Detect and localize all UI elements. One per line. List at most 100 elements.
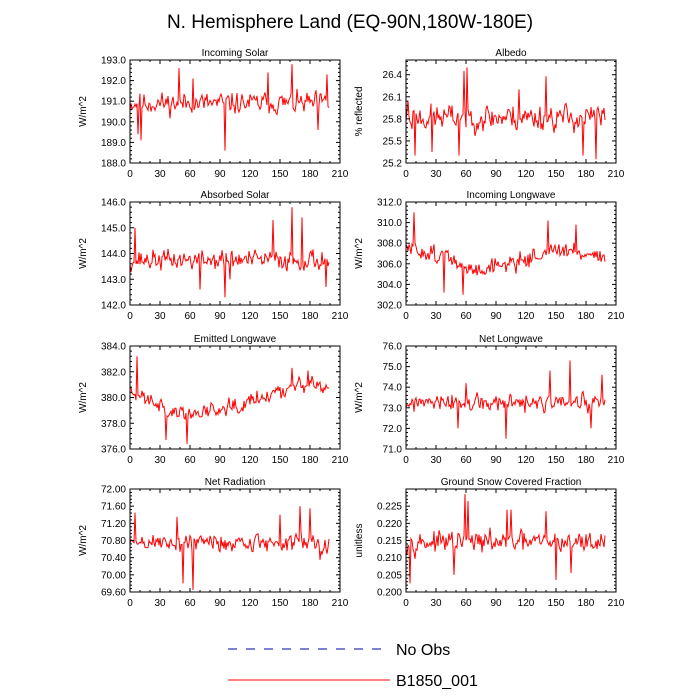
x-tick-label-incoming-longwave-6: 180 <box>578 311 595 322</box>
series-line-b1850-001-net-radiation <box>129 506 330 590</box>
y-tick-label-incoming-longwave-4: 310.0 <box>377 218 402 229</box>
y-axis-label-emitted-longwave: W/m^2 <box>78 382 89 413</box>
x-tick-label-absorbed-solar-1: 30 <box>154 311 166 322</box>
x-tick-label-net-longwave-3: 90 <box>490 455 502 466</box>
y-tick-label-absorbed-solar-3: 145.0 <box>101 223 126 234</box>
x-tick-label-incoming-solar-6: 180 <box>302 169 319 180</box>
y-tick-label-net-radiation-2: 70.40 <box>101 553 126 564</box>
x-tick-label-ground-snow-covered-fraction-5: 150 <box>548 598 565 609</box>
y-tick-label-ground-snow-covered-fraction-0: 0.200 <box>377 588 402 599</box>
x-tick-label-net-radiation-5: 150 <box>272 598 289 609</box>
x-tick-label-ground-snow-covered-fraction-4: 120 <box>518 598 535 609</box>
y-tick-label-albedo-0: 25.2 <box>383 159 403 170</box>
panel-title-albedo: Albedo <box>495 48 527 59</box>
x-tick-label-albedo-0: 0 <box>403 169 409 180</box>
panel-incoming-solar: Incoming Solar W/m^2 0 30 60 90 120 150 180 210 18… <box>78 48 349 180</box>
x-tick-label-emitted-longwave-1: 30 <box>154 455 166 466</box>
x-tick-label-net-longwave-7: 210 <box>608 455 625 466</box>
y-tick-label-incoming-solar-2: 190.0 <box>101 117 126 128</box>
series-line-b1850-001-ground-snow-covered-fraction <box>405 494 606 584</box>
y-tick-label-incoming-solar-0: 188.0 <box>101 159 126 170</box>
x-tick-label-incoming-solar-3: 90 <box>214 169 226 180</box>
x-tick-label-emitted-longwave-3: 90 <box>214 455 226 466</box>
y-axis-label-net-radiation: W/m^2 <box>78 525 89 556</box>
x-tick-label-incoming-solar-1: 30 <box>154 169 166 180</box>
x-tick-label-ground-snow-covered-fraction-1: 30 <box>430 598 442 609</box>
x-tick-label-ground-snow-covered-fraction-0: 0 <box>403 598 409 609</box>
y-tick-label-net-longwave-4: 75.0 <box>383 362 403 373</box>
y-tick-label-ground-snow-covered-fraction-2: 0.210 <box>377 553 402 564</box>
panel-title-net-longwave: Net Longwave <box>479 334 543 345</box>
x-tick-label-ground-snow-covered-fraction-2: 60 <box>460 598 472 609</box>
x-tick-label-albedo-1: 30 <box>430 169 442 180</box>
x-tick-label-incoming-longwave-3: 90 <box>490 311 502 322</box>
x-tick-label-emitted-longwave-5: 150 <box>272 455 289 466</box>
x-tick-label-ground-snow-covered-fraction-3: 90 <box>490 598 502 609</box>
y-tick-label-net-longwave-5: 76.0 <box>383 342 403 353</box>
x-tick-label-incoming-solar-2: 60 <box>184 169 196 180</box>
y-tick-label-net-longwave-2: 73.0 <box>383 403 403 414</box>
x-tick-label-net-radiation-6: 180 <box>302 598 319 609</box>
x-tick-label-absorbed-solar-4: 120 <box>242 311 259 322</box>
y-tick-label-emitted-longwave-0: 376.0 <box>101 445 126 456</box>
y-tick-label-incoming-longwave-3: 308.0 <box>377 239 402 250</box>
x-tick-label-incoming-solar-0: 0 <box>127 169 133 180</box>
x-tick-label-incoming-solar-7: 210 <box>332 169 349 180</box>
series-line-b1850-001-incoming-solar <box>129 64 330 151</box>
y-tick-label-incoming-longwave-2: 306.0 <box>377 259 402 270</box>
y-tick-label-net-radiation-6: 72.00 <box>101 485 126 496</box>
panel-title-net-radiation: Net Radiation <box>205 477 266 488</box>
panel-title-emitted-longwave: Emitted Longwave <box>194 334 277 345</box>
panel-absorbed-solar: Absorbed Solar W/m^2 0 30 60 90 120 150 180 210 14… <box>78 190 349 322</box>
x-tick-label-emitted-longwave-4: 120 <box>242 455 259 466</box>
y-tick-label-net-longwave-3: 74.0 <box>383 383 403 394</box>
plot-frame-incoming-longwave <box>405 201 617 306</box>
x-tick-label-emitted-longwave-6: 180 <box>302 455 319 466</box>
y-axis-label-incoming-longwave: W/m^2 <box>354 238 365 269</box>
plot-frame-absorbed-solar <box>129 201 341 306</box>
panels: Incoming Solar W/m^2 0 30 60 90 120 150 180 210 18… <box>78 48 625 609</box>
figure-title: N. Hemisphere Land (EQ-90N,180W-180E) <box>167 12 533 33</box>
x-tick-label-absorbed-solar-5: 150 <box>272 311 289 322</box>
y-tick-label-albedo-2: 25.8 <box>383 114 403 125</box>
x-tick-label-albedo-2: 60 <box>460 169 472 180</box>
x-tick-label-incoming-longwave-7: 210 <box>608 311 625 322</box>
y-tick-label-absorbed-solar-1: 143.0 <box>101 275 126 286</box>
x-tick-label-net-longwave-2: 60 <box>460 455 472 466</box>
x-tick-label-net-radiation-2: 60 <box>184 598 196 609</box>
x-tick-label-absorbed-solar-2: 60 <box>184 311 196 322</box>
x-tick-label-incoming-longwave-2: 60 <box>460 311 472 322</box>
y-tick-label-ground-snow-covered-fraction-4: 0.220 <box>377 519 402 530</box>
x-tick-label-net-radiation-7: 210 <box>332 598 349 609</box>
x-tick-label-incoming-solar-4: 120 <box>242 169 259 180</box>
panel-emitted-longwave: Emitted Longwave W/m^2 0 30 60 90 120 150 180 210… <box>78 334 349 466</box>
x-tick-label-albedo-6: 180 <box>578 169 595 180</box>
y-tick-label-incoming-solar-1: 189.0 <box>101 138 126 149</box>
x-tick-label-net-longwave-1: 30 <box>430 455 442 466</box>
y-tick-label-incoming-longwave-5: 312.0 <box>377 198 402 209</box>
panel-net-longwave: Net Longwave W/m^2 0 30 60 90 120 150 180 210 71.0… <box>354 334 625 466</box>
legend-label-b1850-001: B1850_001 <box>396 673 478 690</box>
x-tick-label-incoming-longwave-0: 0 <box>403 311 409 322</box>
x-tick-label-emitted-longwave-2: 60 <box>184 455 196 466</box>
y-tick-label-incoming-solar-4: 192.0 <box>101 76 126 87</box>
x-tick-label-absorbed-solar-7: 210 <box>332 311 349 322</box>
panel-ground-snow-covered-fraction: Ground Snow Covered Fraction unitless 0 30 6… <box>354 477 625 609</box>
x-tick-label-incoming-solar-5: 150 <box>272 169 289 180</box>
x-tick-label-net-longwave-0: 0 <box>403 455 409 466</box>
y-tick-label-albedo-4: 26.4 <box>383 70 403 81</box>
panel-title-incoming-solar: Incoming Solar <box>202 48 269 59</box>
panel-title-absorbed-solar: Absorbed Solar <box>201 190 271 201</box>
legend-label-no-obs: No Obs <box>396 642 450 659</box>
x-tick-label-emitted-longwave-7: 210 <box>332 455 349 466</box>
x-tick-label-incoming-longwave-4: 120 <box>518 311 535 322</box>
y-tick-label-albedo-3: 26.1 <box>383 92 403 103</box>
x-tick-label-absorbed-solar-6: 180 <box>302 311 319 322</box>
y-tick-label-net-radiation-4: 71.20 <box>101 519 126 530</box>
y-tick-label-net-radiation-3: 70.80 <box>101 536 126 547</box>
x-tick-label-net-radiation-3: 90 <box>214 598 226 609</box>
panel-net-radiation: Net Radiation W/m^2 0 30 60 90 120 150 180 210 69.… <box>78 477 349 609</box>
y-axis-label-absorbed-solar: W/m^2 <box>78 238 89 269</box>
y-tick-label-emitted-longwave-3: 382.0 <box>101 367 126 378</box>
x-tick-label-net-longwave-6: 180 <box>578 455 595 466</box>
